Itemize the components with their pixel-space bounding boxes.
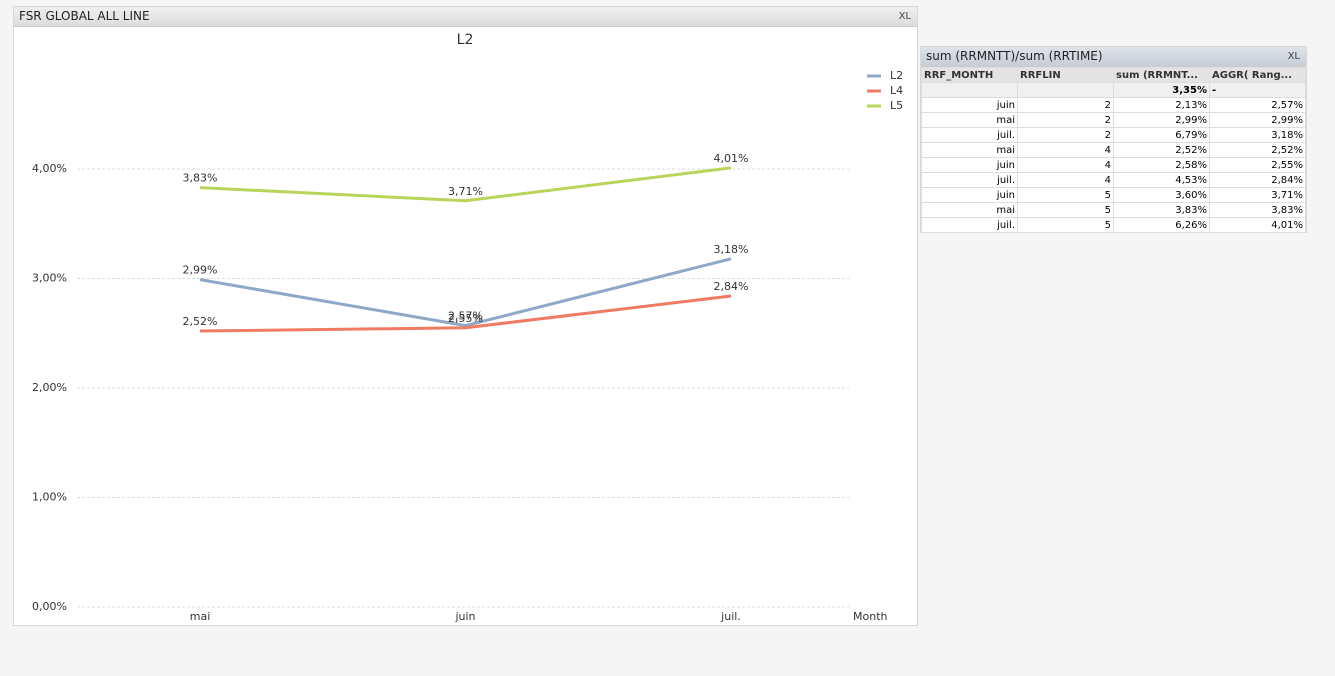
- table-cell: mai: [921, 202, 1018, 218]
- table-cell[interactable]: AGGR( Rang...: [1209, 67, 1306, 83]
- table-cell: 5: [1017, 217, 1114, 233]
- table-cell: 4,01%: [1209, 217, 1306, 233]
- xl-button[interactable]: XL: [1287, 51, 1300, 62]
- table-cell: 2,99%: [1113, 112, 1210, 128]
- title-text: FSR GLOBAL ALL LINE: [19, 9, 150, 23]
- table-cell: 2,58%: [1113, 157, 1210, 173]
- table-row: juin 2 2,13% 2,57%: [921, 97, 1306, 113]
- table-cell: 6,26%: [1113, 217, 1210, 233]
- table-row: mai 5 3,83% 3,83%: [921, 202, 1306, 218]
- table-row: mai 4 2,52% 2,52%: [921, 142, 1306, 158]
- table-cell: [1017, 82, 1114, 98]
- table-cell[interactable]: RRFLIN: [1017, 67, 1114, 83]
- table-cell: 4,53%: [1113, 172, 1210, 188]
- table-cell[interactable]: sum (RRMNT...: [1113, 67, 1210, 83]
- window-title[interactable]: FSR GLOBAL ALL LINE XL: [14, 7, 917, 27]
- table: RRF_MONTH RRFLIN sum (RRMNT... AGGR( Rang..…: [921, 67, 1306, 233]
- table-cell: 2,52%: [1113, 142, 1210, 158]
- table-cell: 2,13%: [1113, 97, 1210, 113]
- table-cell: 3,71%: [1209, 187, 1306, 203]
- table-cell: 4: [1017, 157, 1114, 173]
- table-row: juil. 2 6,79% 3,18%: [921, 127, 1306, 143]
- table-cell: 3,83%: [1113, 202, 1210, 218]
- table-cell: juin: [921, 187, 1018, 203]
- table-cell: juil.: [921, 127, 1018, 143]
- table-cell: 4: [1017, 142, 1114, 158]
- table-cell: juin: [921, 157, 1018, 173]
- chart-window: FSR GLOBAL ALL LINE XL: [13, 6, 918, 626]
- table-cell: 5: [1017, 202, 1114, 218]
- table-cell: 3,60%: [1113, 187, 1210, 203]
- table-cell: 2: [1017, 112, 1114, 128]
- table-row: juil. 5 6,26% 4,01%: [921, 217, 1306, 233]
- table-cell: 2: [1017, 127, 1114, 143]
- table-row: mai 2 2,99% 2,99%: [921, 112, 1306, 128]
- table-row: juin 5 3,60% 3,71%: [921, 187, 1306, 203]
- table-cell: [921, 82, 1018, 98]
- table-row: 3,35% -: [921, 82, 1306, 98]
- table-cell: 2,84%: [1209, 172, 1306, 188]
- table-cell: 2,55%: [1209, 157, 1306, 173]
- table-cell: 3,18%: [1209, 127, 1306, 143]
- xl-button[interactable]: XL: [898, 11, 911, 22]
- table-cell: -: [1209, 82, 1306, 98]
- table-cell: 3,83%: [1209, 202, 1306, 218]
- title-text: sum (RRMNTT)/sum (RRTIME): [926, 49, 1103, 63]
- table-cell: juil.: [921, 172, 1018, 188]
- table-cell: 2,52%: [1209, 142, 1306, 158]
- table-cell: mai: [921, 142, 1018, 158]
- table-cell: mai: [921, 112, 1018, 128]
- table-cell[interactable]: RRF_MONTH: [921, 67, 1018, 83]
- table-cell: 4: [1017, 172, 1114, 188]
- table-cell: 2: [1017, 97, 1114, 113]
- table-row: juil. 4 4,53% 2,84%: [921, 172, 1306, 188]
- window-title[interactable]: sum (RRMNTT)/sum (RRTIME) XL: [921, 47, 1306, 67]
- table-cell: 5: [1017, 187, 1114, 203]
- table-row: juin 4 2,58% 2,55%: [921, 157, 1306, 173]
- table-cell: juil.: [921, 217, 1018, 233]
- table-cell: 6,79%: [1113, 127, 1210, 143]
- table-cell: 3,35%: [1113, 82, 1210, 98]
- table-cell: 2,99%: [1209, 112, 1306, 128]
- table-row: RRF_MONTH RRFLIN sum (RRMNT... AGGR( Rang..…: [921, 67, 1306, 83]
- table-cell: juin: [921, 97, 1018, 113]
- table-cell: 2,57%: [1209, 97, 1306, 113]
- table-window: sum (RRMNTT)/sum (RRTIME) XL RRF_MONTH RRF…: [920, 46, 1307, 233]
